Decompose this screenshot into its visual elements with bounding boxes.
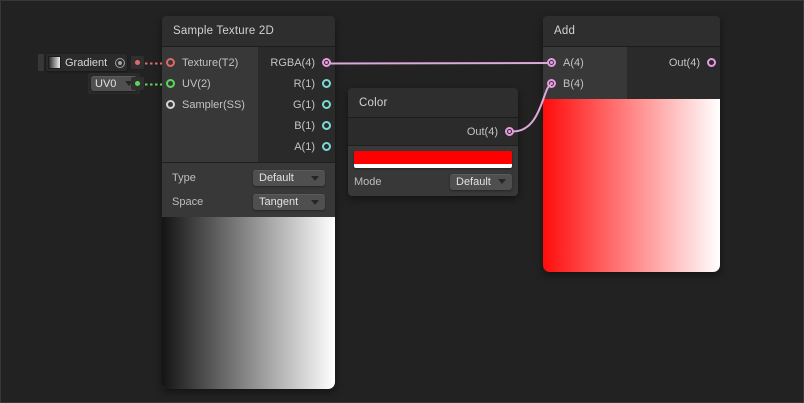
control-label: Type — [172, 172, 196, 184]
uv-default-dot-chip — [131, 77, 144, 90]
port-a-1[interactable] — [322, 142, 331, 151]
mode-value: Default — [456, 175, 491, 188]
color-swatch[interactable] — [354, 151, 512, 168]
port-label: B(1) — [294, 119, 315, 132]
control-label: Mode — [354, 175, 382, 188]
texture-thumbnail-icon — [48, 56, 61, 69]
port-area: Texture(T2) UV(2) Sampler(SS) RGBA(4) R(… — [162, 47, 335, 162]
uv-default-dot — [135, 81, 140, 86]
control-row-space: Space Tangent — [172, 191, 325, 213]
port-row-a: A(4) — [543, 52, 627, 73]
port-row-uv: UV(2) — [162, 73, 258, 94]
port-label: RGBA(4) — [270, 56, 315, 69]
port-a-4[interactable] — [547, 58, 556, 67]
node-title: Add — [554, 25, 576, 37]
port-b-4[interactable] — [547, 79, 556, 88]
texture-asset-name: Gradient — [65, 56, 108, 69]
port-label: G(1) — [293, 98, 315, 111]
node-controls: Mode Default — [348, 145, 518, 196]
node-title-bar[interactable]: Color — [348, 88, 518, 118]
uv-channel-value: UV0 — [95, 77, 117, 90]
node-color[interactable]: Color Out(4) Mode Default — [348, 88, 518, 196]
uv-channel-dropdown[interactable]: UV0 — [91, 76, 137, 91]
port-row-a: A(1) — [258, 136, 335, 157]
type-dropdown[interactable]: Default — [253, 170, 325, 186]
port-row-texture: Texture(T2) — [162, 52, 258, 73]
type-value: Default — [259, 172, 294, 184]
object-picker-icon[interactable] — [115, 57, 125, 68]
port-row-b: B(4) — [543, 73, 627, 94]
port-row-rgba: RGBA(4) — [258, 52, 335, 73]
port-sampler-ss[interactable] — [166, 100, 175, 109]
port-row-b: B(1) — [258, 115, 335, 136]
texture-default-dot-chip — [131, 56, 144, 69]
port-area: A(4) B(4) Out(4) — [543, 47, 720, 99]
port-out-4[interactable] — [707, 58, 716, 67]
port-label: Sampler(SS) — [182, 98, 245, 111]
port-row-sampler: Sampler(SS) — [162, 94, 258, 115]
add-preview — [543, 99, 720, 272]
output-ports: Out(4) — [627, 47, 720, 99]
space-dropdown[interactable]: Tangent — [253, 194, 325, 210]
output-ports: RGBA(4) R(1) G(1) B(1) A(1) — [258, 47, 335, 162]
chevron-down-icon — [498, 179, 506, 184]
sample-texture-preview — [162, 217, 335, 389]
mode-dropdown[interactable]: Default — [450, 173, 512, 190]
node-sample-texture-2d[interactable]: Sample Texture 2D Texture(T2) UV(2) Samp… — [162, 16, 335, 389]
node-title-bar[interactable]: Add — [543, 16, 720, 47]
color-swatch-alpha — [354, 164, 512, 168]
texture-default-dot — [135, 60, 140, 65]
input-ports: A(4) B(4) — [543, 47, 627, 99]
port-label: A(4) — [563, 56, 584, 69]
port-row-out: Out(4) — [627, 52, 720, 73]
node-title-bar[interactable]: Sample Texture 2D — [162, 16, 335, 47]
port-rgba-4[interactable] — [322, 58, 331, 67]
control-label: Space — [172, 196, 204, 208]
port-r-1[interactable] — [322, 79, 331, 88]
texture-field-handle — [38, 54, 44, 71]
node-controls: Type Default Space Tangent — [162, 162, 335, 217]
node-add[interactable]: Add A(4) B(4) Out(4) — [543, 16, 720, 272]
color-swatch-rgb — [354, 151, 512, 164]
node-title: Sample Texture 2D — [173, 25, 274, 37]
control-row-type: Type Default — [172, 167, 325, 189]
wire-rgba-to-add-a[interactable] — [328, 62, 550, 65]
port-label: Out(4) — [466, 125, 498, 138]
port-out-4[interactable] — [505, 127, 514, 136]
port-b-1[interactable] — [322, 121, 331, 130]
input-ports: Texture(T2) UV(2) Sampler(SS) — [162, 47, 258, 162]
port-label: UV(2) — [182, 77, 211, 90]
port-row-g: G(1) — [258, 94, 335, 115]
port-row-r: R(1) — [258, 73, 335, 94]
chevron-down-icon — [311, 199, 319, 205]
port-label: B(4) — [563, 77, 584, 90]
node-title: Color — [359, 96, 388, 109]
port-label: Out(4) — [668, 56, 700, 69]
output-ports: Out(4) — [348, 118, 518, 145]
space-value: Tangent — [259, 196, 299, 208]
uv-channel-chip: UV0 — [88, 73, 140, 94]
port-label: R(1) — [293, 77, 315, 90]
texture-object-field[interactable]: Gradient — [46, 54, 127, 71]
port-label: Texture(T2) — [182, 56, 239, 69]
chevron-down-icon — [125, 81, 133, 86]
port-texture-t2[interactable] — [166, 58, 175, 67]
port-g-1[interactable] — [322, 100, 331, 109]
port-uv-2[interactable] — [166, 79, 175, 88]
chevron-down-icon — [311, 175, 319, 181]
port-row-out: Out(4) — [348, 121, 518, 142]
control-row-mode: Mode Default — [354, 172, 512, 191]
port-label: A(1) — [294, 140, 315, 153]
